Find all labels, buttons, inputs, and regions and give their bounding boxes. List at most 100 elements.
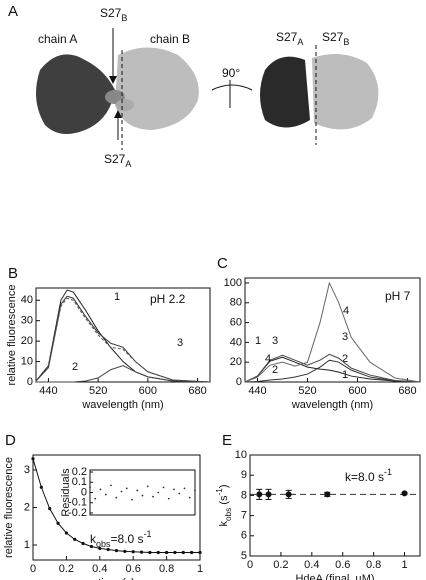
chain-a-right: [260, 56, 310, 128]
data-point: [64, 531, 68, 535]
text-part: k: [218, 521, 230, 527]
y-tick-label: 3: [24, 464, 30, 476]
data-point: [114, 549, 119, 553]
y-tick-label: 20: [230, 356, 242, 368]
data-point: [146, 485, 149, 488]
y-tick-label: 2: [24, 501, 30, 513]
x-tick-label: 440: [248, 385, 266, 397]
data-point: [183, 487, 186, 490]
data-point: [99, 488, 102, 491]
rich-text: kobs (s-1): [215, 484, 233, 526]
x-tick-label: 520: [298, 385, 316, 397]
y-tick-label: 20: [21, 335, 33, 347]
data-point: [94, 497, 97, 500]
data-point: [31, 457, 35, 461]
text-part: ): [218, 484, 230, 488]
site-sub: B: [343, 37, 349, 47]
site-label: S27B: [322, 30, 349, 47]
x-tick-label: 0.6: [335, 559, 350, 571]
data-point: [167, 497, 170, 500]
chain-label: chain A: [38, 32, 77, 46]
curve-label: 1: [255, 335, 261, 347]
site-sub: B: [121, 13, 127, 23]
data-point: [139, 550, 144, 554]
x-tick-label: 440: [39, 385, 57, 397]
site-name: S27: [100, 6, 122, 20]
x-axis-label: wavelength (nm): [81, 399, 163, 411]
series-line: [244, 359, 421, 383]
curve-label: 2: [272, 364, 278, 376]
data-point: [265, 491, 272, 498]
data-point: [106, 547, 110, 552]
y-axis-label: Residuals: [60, 468, 72, 517]
panel-label: D: [5, 432, 16, 449]
data-point: [123, 549, 127, 553]
curve-label: 1: [342, 369, 348, 381]
site-name: S27: [322, 30, 344, 44]
data-point: [194, 489, 196, 492]
data-point: [152, 495, 154, 498]
x-tick-label: 600: [348, 385, 366, 397]
data-point: [165, 550, 169, 555]
data-point: [48, 507, 52, 511]
site-label: S27B: [100, 6, 127, 23]
data-point: [131, 550, 135, 554]
y-tick-label: 0: [236, 376, 242, 388]
y-tick-label: 100: [224, 277, 242, 289]
data-point: [188, 496, 191, 499]
y-tick-label: -0.2: [68, 507, 87, 519]
text-part: -1: [384, 467, 392, 477]
data-point: [115, 496, 118, 499]
text-part: k: [90, 532, 97, 546]
text-part: obs: [96, 539, 111, 549]
data-point: [324, 491, 331, 498]
sphere: [116, 99, 134, 111]
curve-label: 1: [114, 291, 120, 303]
x-tick-label: 0: [30, 563, 36, 575]
plot-frame: [89, 469, 196, 516]
curve-label: 2: [72, 361, 78, 373]
series-line: [244, 353, 421, 383]
text-part: k=8.0 s: [345, 470, 384, 484]
plot-frame: [249, 454, 421, 557]
x-tick-label: 0.2: [273, 559, 288, 571]
site-name: S27: [276, 30, 298, 44]
x-tick-label: 680: [398, 385, 416, 397]
data-point: [136, 489, 139, 492]
data-point: [198, 550, 202, 555]
chain-b-right: [312, 54, 379, 130]
x-tick-label: 600: [139, 385, 157, 397]
y-tick-label: 0: [27, 376, 33, 388]
curve-label: 4: [265, 353, 271, 365]
x-tick-label: 1: [197, 563, 203, 575]
y-tick-label: 30: [21, 315, 33, 327]
site-name: S27: [104, 152, 126, 166]
x-tick-label: 0.4: [304, 559, 319, 571]
y-tick-label: 10: [21, 355, 33, 367]
data-point: [98, 546, 102, 550]
data-point: [256, 491, 263, 498]
y-tick-label: 7: [241, 510, 247, 522]
panel-label: C: [217, 255, 228, 272]
arrow-head: [114, 110, 122, 118]
data-point: [73, 537, 77, 541]
data-point: [141, 494, 144, 497]
structure-art: [36, 28, 379, 150]
y-tick-label: 8: [241, 489, 247, 501]
rich-text: k=8.0 s-1: [345, 467, 392, 484]
text-part: -1: [215, 488, 224, 496]
series-line: [244, 281, 421, 383]
series-line: [35, 295, 211, 383]
data-point: [125, 487, 128, 490]
x-axis-label: wavelength (nm): [291, 399, 373, 411]
data-point: [89, 486, 91, 489]
x-tick-label: 0.8: [366, 559, 381, 571]
data-point: [81, 541, 85, 546]
x-tick-label: 680: [188, 385, 206, 397]
rotation-arrow: [211, 84, 253, 91]
data-point: [131, 498, 133, 501]
data-point: [162, 486, 165, 489]
site-sub: A: [125, 159, 131, 169]
y-tick-label: 5: [241, 550, 247, 562]
